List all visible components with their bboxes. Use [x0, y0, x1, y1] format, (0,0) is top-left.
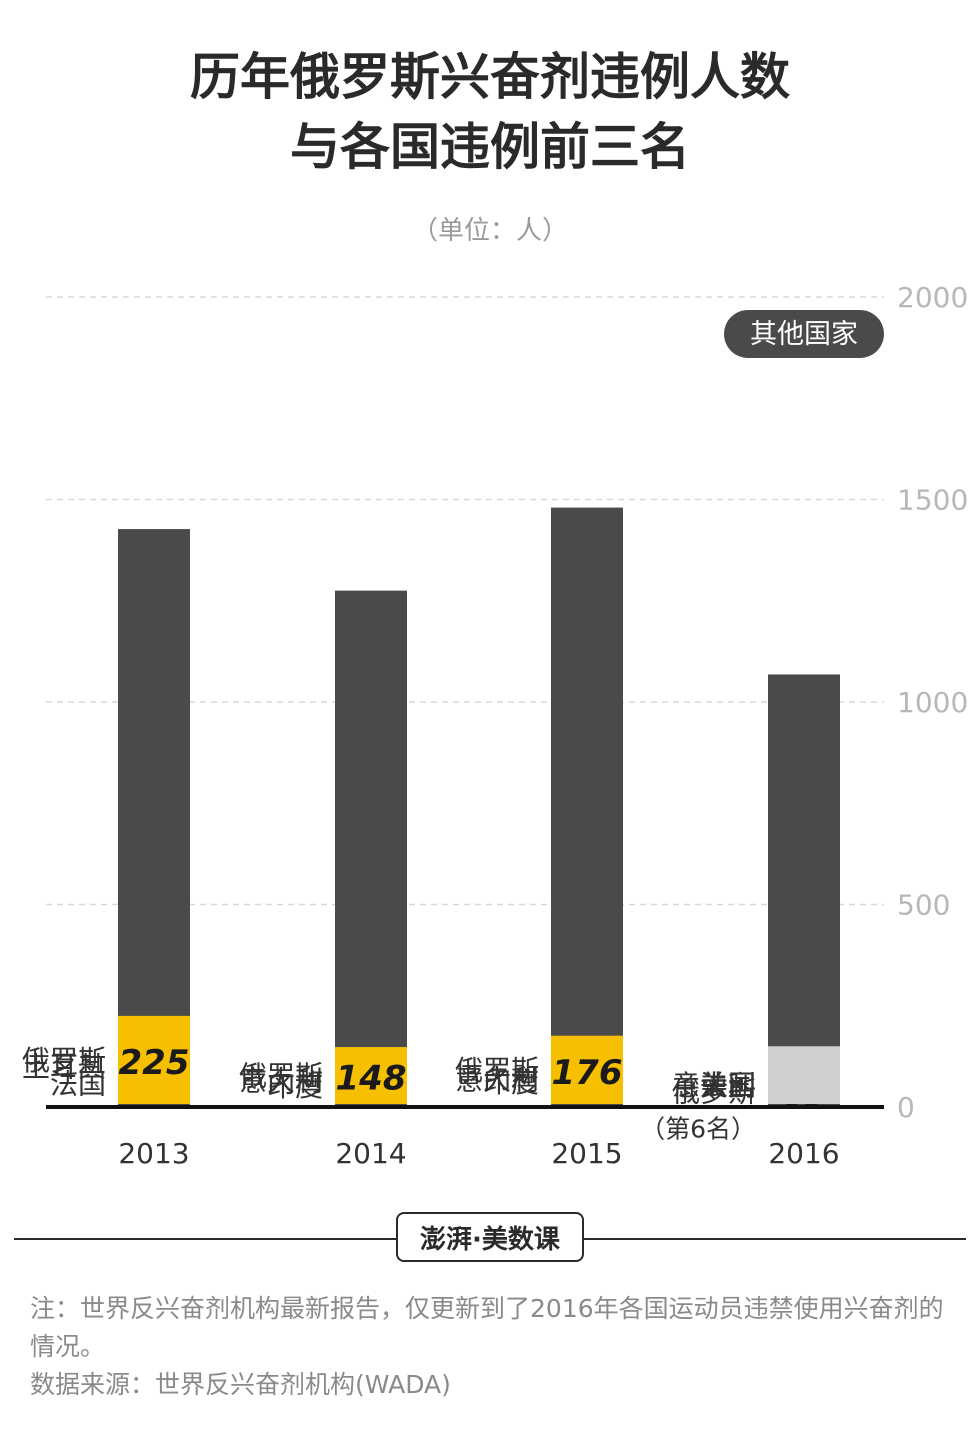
segment-label-2016-俄罗斯: 俄罗斯 — [672, 1076, 756, 1109]
segment-label-2013-俄罗斯: 俄罗斯 — [22, 1044, 106, 1077]
bar-segment-2015-俄罗斯 — [551, 1035, 623, 1104]
x-tick-label-2013: 2013 — [118, 1137, 189, 1170]
y-tick-label-1000: 1000 — [897, 686, 968, 719]
segment-label-2014-印度: 印度 — [267, 1070, 323, 1103]
unit-label: （单位：人） — [411, 216, 568, 246]
logo-rule-right — [584, 1238, 966, 1240]
bar-segment-2014-other — [335, 590, 407, 1107]
bar-segment-2016-other — [768, 674, 840, 1107]
y-tick-label-0: 0 — [897, 1091, 915, 1124]
segment-label-2013-法国: 法国 — [50, 1068, 106, 1101]
data-label-russia-2015: 176 — [552, 1053, 623, 1093]
segment-label-2016-美国: 美国 — [700, 1069, 756, 1102]
brand-logo: 澎湃·美数课 — [396, 1212, 584, 1262]
bar-segment-2015-other — [551, 507, 623, 1108]
segment-label-2016-法国: 法国 — [700, 1069, 756, 1102]
segment-label-2015-印度: 印度 — [483, 1066, 539, 1099]
x-tick-label-2014: 2014 — [335, 1137, 406, 1170]
x-tick-label-2016: 2016 — [768, 1137, 839, 1170]
segment-label-2014-意大利: 意大利 — [239, 1065, 323, 1098]
bar-segment-2016-意大利 — [768, 1046, 840, 1104]
bar-segment-2013-other — [118, 529, 190, 1107]
segment-note-2016: （第6名） — [640, 1115, 756, 1144]
segment-label-2015-意大利: 意大利 — [455, 1063, 539, 1096]
data-label-russia-2013: 225 — [119, 1043, 190, 1083]
chart-title-line2: 与各国违例前三名 — [290, 118, 690, 176]
y-tick-label-2000: 2000 — [897, 281, 968, 314]
brand-logo-text: 澎湃·美数课 — [420, 1224, 560, 1255]
chart-title-line1: 历年俄罗斯兴奋剂违例人数 — [190, 48, 790, 106]
logo-rule-left — [14, 1238, 396, 1240]
y-tick-label-500: 500 — [897, 889, 950, 922]
y-tick-label-1500: 1500 — [897, 484, 968, 517]
segment-label-2015-俄罗斯: 俄罗斯 — [455, 1054, 539, 1087]
x-tick-label-2015: 2015 — [551, 1137, 622, 1170]
legend-badge-label: 其他国家 — [750, 319, 858, 350]
data-label-russia-2014: 148 — [336, 1059, 407, 1099]
bar-segment-2014-俄罗斯 — [335, 1047, 407, 1104]
segment-label-2016-意大利: 意大利 — [672, 1069, 756, 1102]
segment-label-2013-土耳其: 土耳其 — [22, 1051, 106, 1084]
footnote: 注：世界反兴奋剂机构最新报告，仅更新到了2016年各国运动员违禁使用兴奋剂的情况… — [30, 1294, 944, 1361]
bar-segment-2013-俄罗斯 — [118, 1015, 190, 1104]
segment-label-2014-俄罗斯: 俄罗斯 — [239, 1060, 323, 1093]
data-source: 数据来源：世界反兴奋剂机构(WADA) — [30, 1370, 451, 1399]
legend-badge-other — [724, 310, 884, 358]
